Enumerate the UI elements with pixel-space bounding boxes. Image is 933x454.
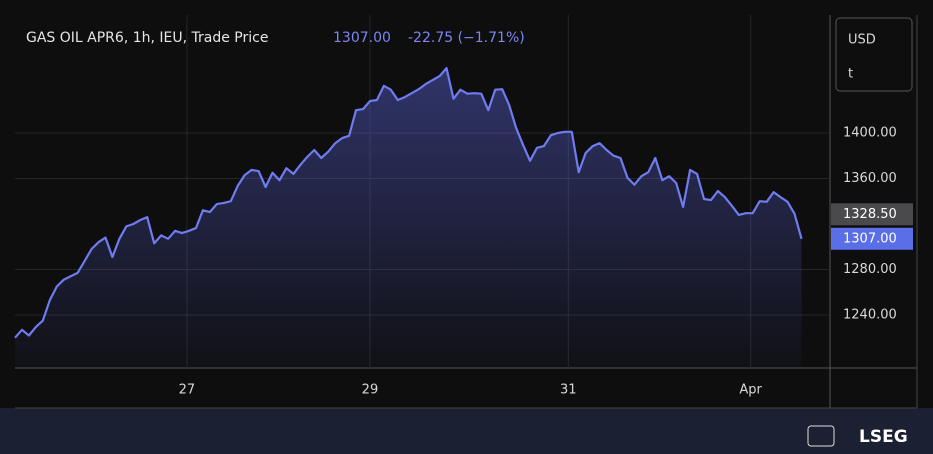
brand-logo: LSEG [807,425,908,447]
change: -22.75 (−1.71%) [408,30,525,46]
y-tick-label: 1400.00 [843,125,897,140]
currency: USD [848,33,876,48]
x-tick-label: 29 [362,383,379,398]
unit-box[interactable] [835,17,913,92]
x-tick-label: Apr [739,383,762,398]
y-tick-label: 1280.00 [843,262,897,277]
price-tag-label: 1328.50 [843,207,897,222]
plot [14,67,803,368]
x-tick-label: 27 [179,383,196,398]
price-tags: 1328.50 1307.00 [831,203,913,250]
y-tick-label: 1240.00 [843,307,897,322]
y-tick-label: 1360.00 [843,171,897,186]
unit: t [848,67,853,82]
price-tag-label: 1307.00 [843,231,897,246]
x-tick-label: 31 [560,383,577,398]
price-tag [831,227,913,250]
footer-band [0,408,933,454]
brand-icon [807,425,835,447]
price: 1307.00 [333,30,391,46]
brand: LSEG [859,427,908,447]
price-line [14,67,803,339]
area [15,68,802,368]
price-tag [831,203,913,226]
chart-title: GAS OIL APR6, 1h, IEU, Trade Price [26,30,268,46]
